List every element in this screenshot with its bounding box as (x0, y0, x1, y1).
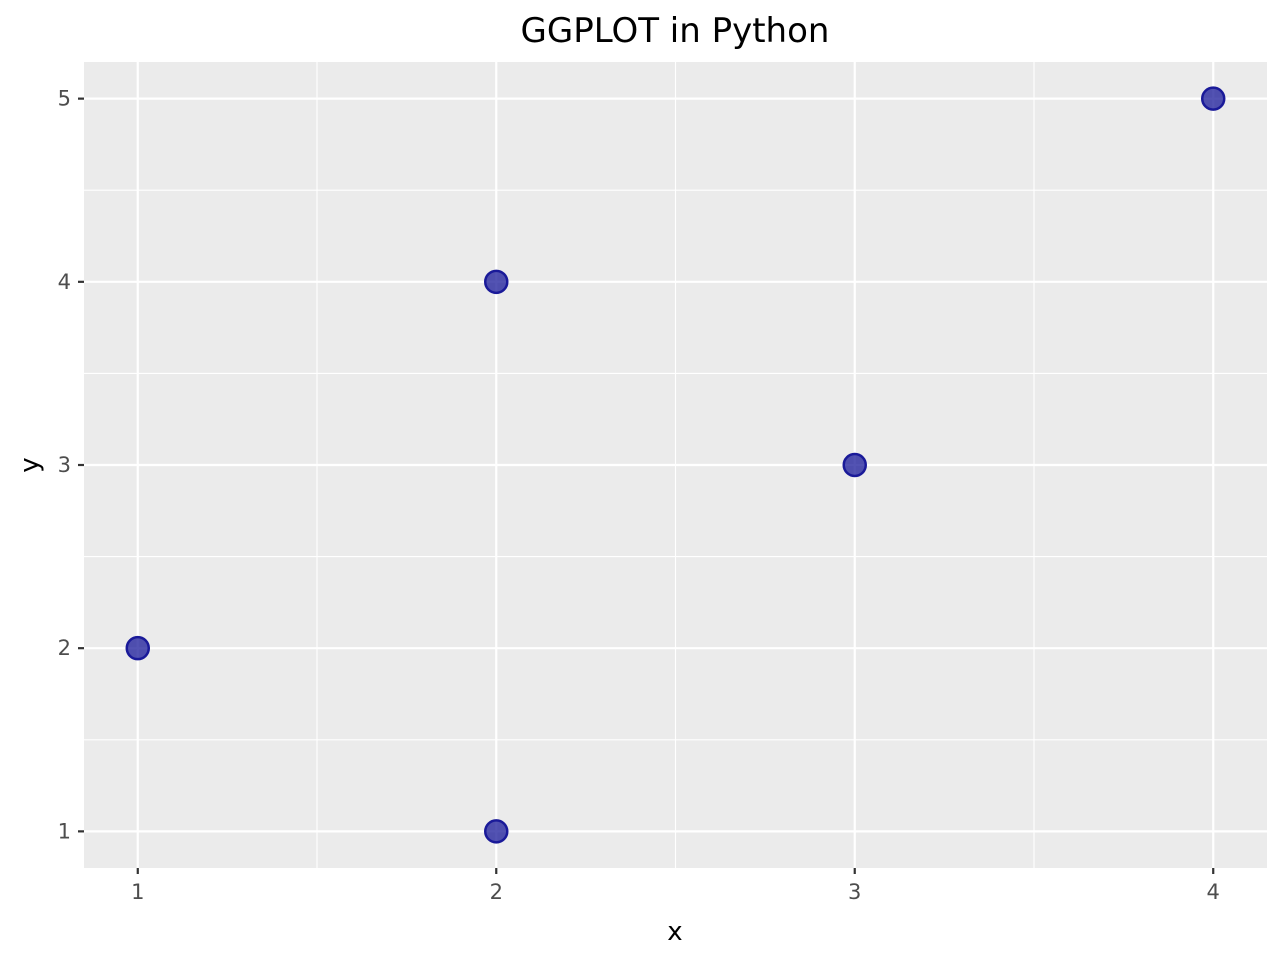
data-point (484, 269, 509, 295)
y-axis: 1 2 3 4 5 (58, 87, 84, 843)
y-tick-label: 4 (58, 270, 71, 294)
y-axis-title: y (15, 457, 45, 472)
x-tick-label: 1 (131, 880, 144, 904)
x-tick-label: 3 (848, 880, 861, 904)
x-tick-label: 2 (490, 880, 503, 904)
data-point (125, 635, 151, 661)
data-point (484, 819, 509, 844)
y-tick-label: 2 (58, 636, 71, 660)
data-point (842, 452, 867, 478)
data-points (125, 86, 1226, 844)
y-tick-label: 5 (58, 87, 71, 111)
x-axis-title: x (667, 917, 682, 947)
x-tick-label: 4 (1207, 880, 1220, 904)
chart-title: GGPLOT in Python (521, 11, 830, 51)
y-tick-label: 3 (58, 453, 71, 477)
x-axis: 1 2 3 4 (131, 868, 1220, 904)
y-tick-label: 1 (58, 819, 71, 843)
data-point (1200, 86, 1226, 111)
